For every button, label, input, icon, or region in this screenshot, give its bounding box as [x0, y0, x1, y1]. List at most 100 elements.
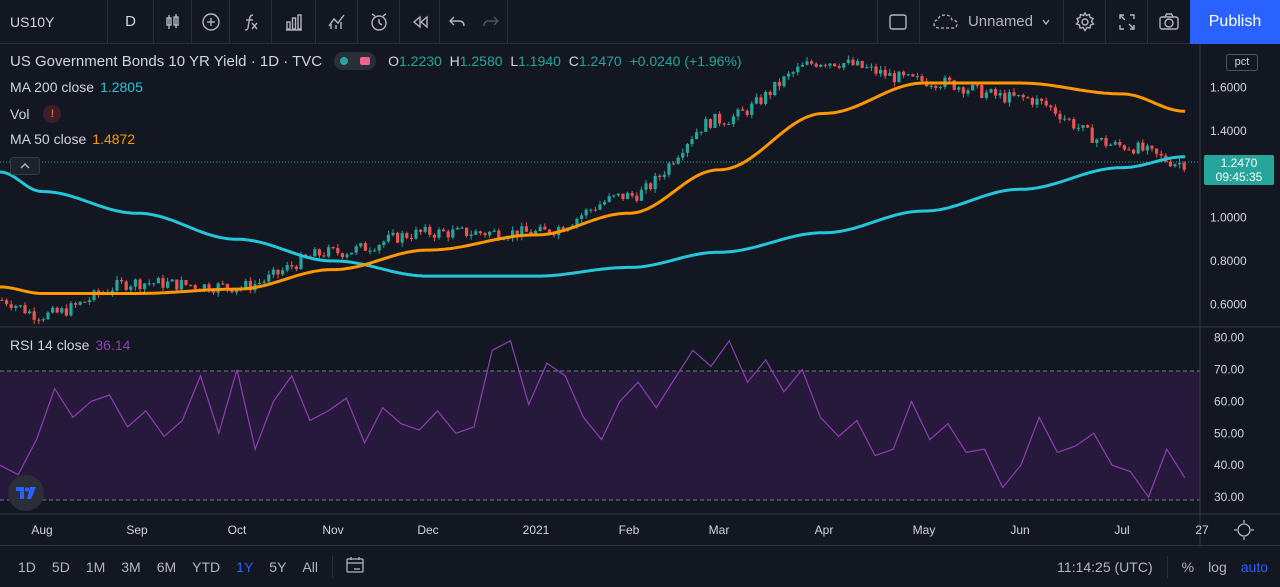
candle-body — [1058, 113, 1062, 120]
candle-body — [235, 289, 239, 293]
market-status-badge[interactable] — [334, 52, 377, 70]
templates-icon[interactable] — [316, 0, 358, 44]
candle-body — [409, 237, 413, 239]
ma200-legend[interactable]: MA 200 close 1.2805 — [10, 79, 143, 95]
range-3m[interactable]: 3M — [121, 558, 141, 575]
candle-body — [989, 89, 993, 93]
main-series-legend[interactable]: US Government Bonds 10 YR Yield · 1D · T… — [10, 52, 742, 70]
tradingview-logo[interactable] — [8, 475, 44, 511]
candle-body — [179, 280, 183, 290]
candle-body — [391, 232, 395, 235]
candle-body — [662, 174, 666, 178]
candle-body — [805, 61, 809, 65]
undo-icon[interactable] — [440, 0, 474, 44]
symbol-label: US10Y — [10, 13, 55, 30]
log-scale-toggle[interactable]: log — [1208, 559, 1227, 575]
time-tick-label: Dec — [417, 523, 438, 537]
range-ytd[interactable]: YTD — [192, 558, 221, 575]
candle-body — [9, 304, 13, 308]
candle-body — [115, 279, 119, 291]
candle-body — [465, 227, 469, 237]
replay-icon[interactable] — [400, 0, 440, 44]
candle-body — [782, 76, 786, 87]
publish-button[interactable]: Publish — [1190, 0, 1280, 44]
candle-body — [5, 300, 9, 305]
percent-scale-toggle[interactable]: % — [1181, 559, 1195, 575]
add-compare-icon[interactable] — [192, 0, 230, 44]
indicators-icon[interactable] — [230, 0, 272, 44]
price-tick-label: 1.0000 — [1210, 211, 1247, 225]
layout-selector[interactable]: Unnamed — [918, 0, 1064, 44]
candle-body — [1099, 137, 1103, 140]
fullscreen-icon[interactable] — [1106, 0, 1148, 44]
candle-body — [161, 277, 165, 288]
settings-gear-icon[interactable] — [1064, 0, 1106, 44]
range-6m[interactable]: 6M — [156, 558, 177, 575]
price-tick-label: 0.6000 — [1210, 297, 1247, 311]
candle-body — [354, 246, 358, 253]
time-tick-label: May — [913, 523, 936, 537]
candle-body — [377, 244, 381, 251]
time-tick-label: Oct — [228, 523, 247, 537]
interval-button[interactable]: D — [108, 0, 154, 44]
candle-body — [681, 152, 685, 158]
volume-legend[interactable]: Vol ! — [10, 105, 62, 123]
utc-clock[interactable]: 11:14:25 (UTC) — [1057, 559, 1153, 575]
candle-body — [685, 144, 689, 153]
ma50-line — [0, 81, 1186, 295]
range-1y[interactable]: 1Y — [236, 558, 254, 575]
alert-icon[interactable] — [358, 0, 400, 44]
last-price-badge: 1.2470 09:45:35 — [1204, 155, 1274, 185]
chevron-up-icon — [20, 163, 30, 169]
candle-body — [814, 63, 818, 67]
candle-body — [290, 265, 294, 267]
candle-body — [704, 119, 708, 132]
candle-body — [1118, 141, 1122, 146]
rsi-legend[interactable]: RSI 14 close 36.14 — [10, 337, 130, 353]
ma50-legend[interactable]: MA 50 close 1.4872 — [10, 131, 135, 147]
candle-body — [842, 63, 846, 68]
symbol-search[interactable]: US10Y — [0, 0, 108, 44]
rsi-tick-label: 40.00 — [1214, 458, 1244, 472]
candle-body — [644, 183, 648, 190]
financials-icon[interactable] — [272, 0, 316, 44]
collapse-legend-button[interactable] — [10, 157, 40, 175]
fullscreen-select-icon[interactable] — [876, 0, 919, 44]
candle-body — [971, 84, 975, 91]
warning-icon[interactable]: ! — [43, 105, 62, 123]
candle-body — [957, 87, 961, 90]
candle-body — [258, 282, 262, 285]
time-axis-labels: Aug Sep Oct Nov Dec 2021 Feb Mar Apr May Jun Jul 27 — [31, 523, 1209, 537]
candle-body — [1122, 145, 1126, 150]
goto-date-icon[interactable] — [1234, 520, 1254, 540]
candle-body — [520, 226, 524, 238]
rsi-tick-label: 80.00 — [1214, 331, 1244, 345]
candles-icon[interactable] — [154, 0, 192, 44]
range-1m[interactable]: 1M — [85, 558, 106, 575]
candle-body — [952, 80, 956, 90]
range-all[interactable]: All — [302, 558, 318, 575]
auto-scale-toggle[interactable]: auto — [1240, 559, 1268, 575]
candle-body — [55, 307, 59, 313]
candle-body — [1173, 164, 1177, 167]
redo-icon[interactable] — [474, 0, 508, 44]
candle-body — [92, 290, 96, 301]
last-price-value: 1.2470 — [1220, 156, 1258, 170]
camera-icon[interactable] — [1148, 0, 1190, 44]
low-label: L — [510, 53, 519, 69]
scale-unit-badge[interactable]: pct — [1226, 54, 1258, 71]
range-1d[interactable]: 1D — [18, 558, 36, 575]
range-5d[interactable]: 5D — [51, 558, 70, 575]
bar-countdown: 09:45:35 — [1215, 170, 1263, 184]
candle-body — [129, 286, 133, 290]
bottom-toolbar: 1D 5D 1M 3M 6M YTD 1Y 5Y All 11:14:25 (UTC) % lo… — [0, 545, 1280, 587]
candle-body — [1168, 161, 1172, 167]
candle-body — [460, 227, 464, 229]
candle-body — [51, 307, 55, 313]
date-range-calendar-icon[interactable] — [339, 555, 371, 578]
separator — [1166, 556, 1168, 578]
range-5y[interactable]: 5Y — [269, 558, 287, 575]
candle-body — [1026, 97, 1030, 99]
